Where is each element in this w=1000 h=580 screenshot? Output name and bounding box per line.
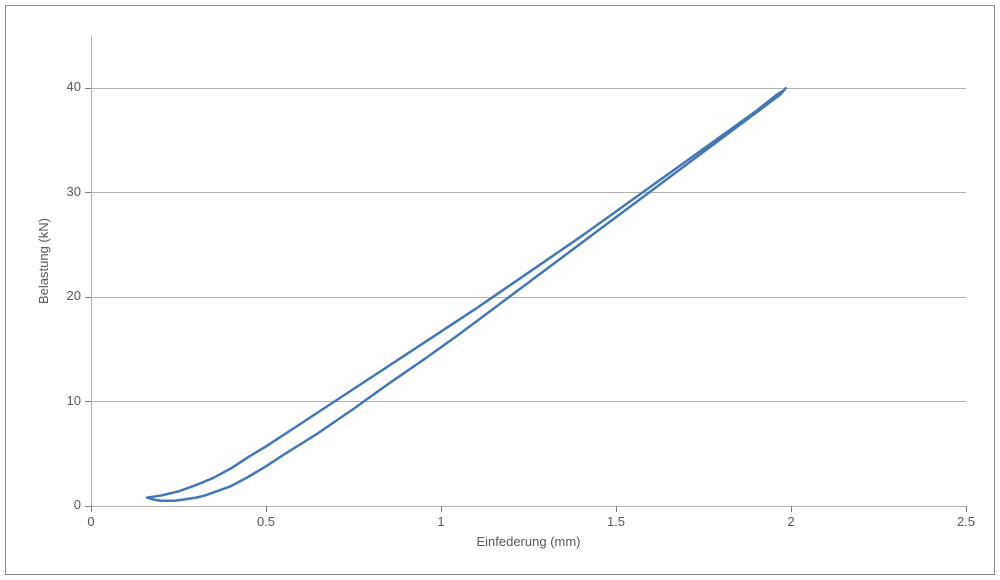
x-tick-label: 1: [416, 514, 466, 529]
y-tick-label: 40: [41, 79, 81, 94]
x-tick-label: 0: [66, 514, 116, 529]
x-tick-label: 1.5: [591, 514, 641, 529]
x-tick: [441, 506, 442, 512]
y-axis-title: Belastung (kN): [36, 201, 51, 321]
plot-area: 01020304000.511.522.5: [91, 36, 966, 506]
x-tick-label: 2.5: [941, 514, 991, 529]
x-tick: [266, 506, 267, 512]
x-tick: [791, 506, 792, 512]
chart-svg: [91, 36, 966, 506]
x-axis-title: Einfederung (mm): [91, 534, 966, 549]
x-tick-label: 0.5: [241, 514, 291, 529]
series-hysteresis-loop: [147, 88, 786, 501]
x-tick: [616, 506, 617, 512]
chart-frame: 01020304000.511.522.5 Einfederung (mm) B…: [5, 5, 995, 575]
y-tick-label: 0: [41, 497, 81, 512]
x-tick: [966, 506, 967, 512]
y-tick-label: 10: [41, 393, 81, 408]
x-tick: [91, 506, 92, 512]
y-tick-label: 30: [41, 184, 81, 199]
x-tick-label: 2: [766, 514, 816, 529]
